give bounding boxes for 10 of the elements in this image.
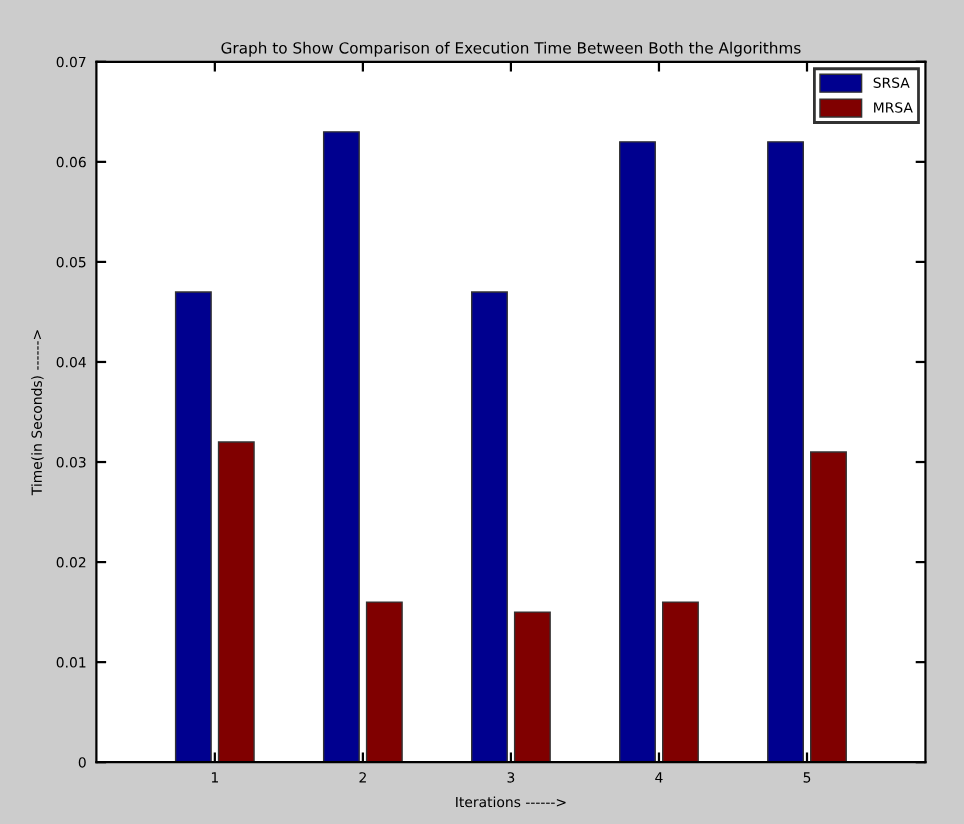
bar — [619, 141, 656, 763]
bar — [470, 291, 508, 763]
bar — [217, 441, 255, 763]
bar — [810, 451, 847, 763]
bar — [513, 611, 551, 763]
bar — [365, 601, 403, 763]
bar — [322, 131, 360, 763]
bar — [174, 291, 212, 763]
bar — [767, 141, 804, 763]
bar — [661, 601, 699, 763]
